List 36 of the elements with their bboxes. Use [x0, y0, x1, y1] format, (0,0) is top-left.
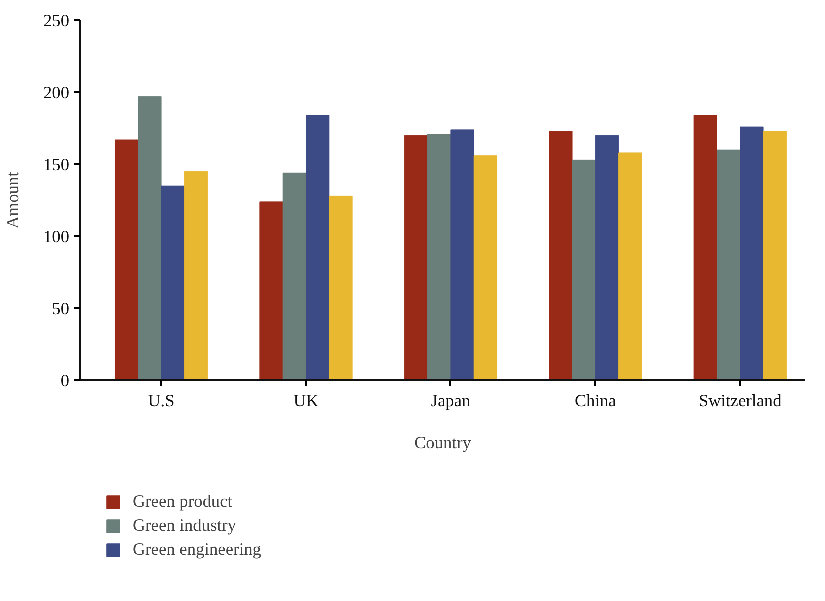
bar: [740, 126, 764, 380]
bar: [306, 115, 330, 380]
x-tick-label: Switzerland: [698, 392, 782, 410]
bar: [282, 172, 306, 380]
legend-label: Green engineering: [133, 540, 262, 560]
bar: [161, 186, 185, 380]
y-tick-label: 100: [44, 228, 70, 246]
x-axis-title: Country: [414, 434, 472, 452]
bar: [114, 140, 139, 380]
bar: [595, 135, 620, 380]
y-tick-label: 50: [52, 300, 70, 318]
bar: [618, 152, 642, 380]
bar: [138, 96, 162, 380]
bar: [184, 171, 208, 380]
y-tick-label: 200: [44, 84, 70, 102]
y-tick-label: 0: [60, 372, 70, 390]
bar: [404, 135, 428, 380]
x-tick-label: U.S: [148, 392, 175, 410]
x-tick-label: UK: [294, 392, 320, 410]
bar: [549, 131, 573, 380]
bar: [428, 134, 452, 380]
bar: [450, 130, 474, 380]
legend-label: Green industry: [133, 516, 236, 536]
legend-label: Green product: [133, 492, 233, 512]
bar: [260, 202, 284, 380]
y-tick-label: 250: [44, 12, 70, 30]
bar: [572, 160, 596, 380]
y-tick-label: 150: [44, 156, 70, 174]
bar: [716, 150, 741, 380]
bar: [763, 131, 787, 380]
x-tick-label: Japan: [431, 392, 472, 410]
bar: [694, 115, 718, 380]
x-tick-label: China: [574, 392, 617, 410]
bar: [474, 156, 498, 380]
bar: [329, 196, 353, 380]
y-axis-title: Amount: [4, 172, 23, 229]
